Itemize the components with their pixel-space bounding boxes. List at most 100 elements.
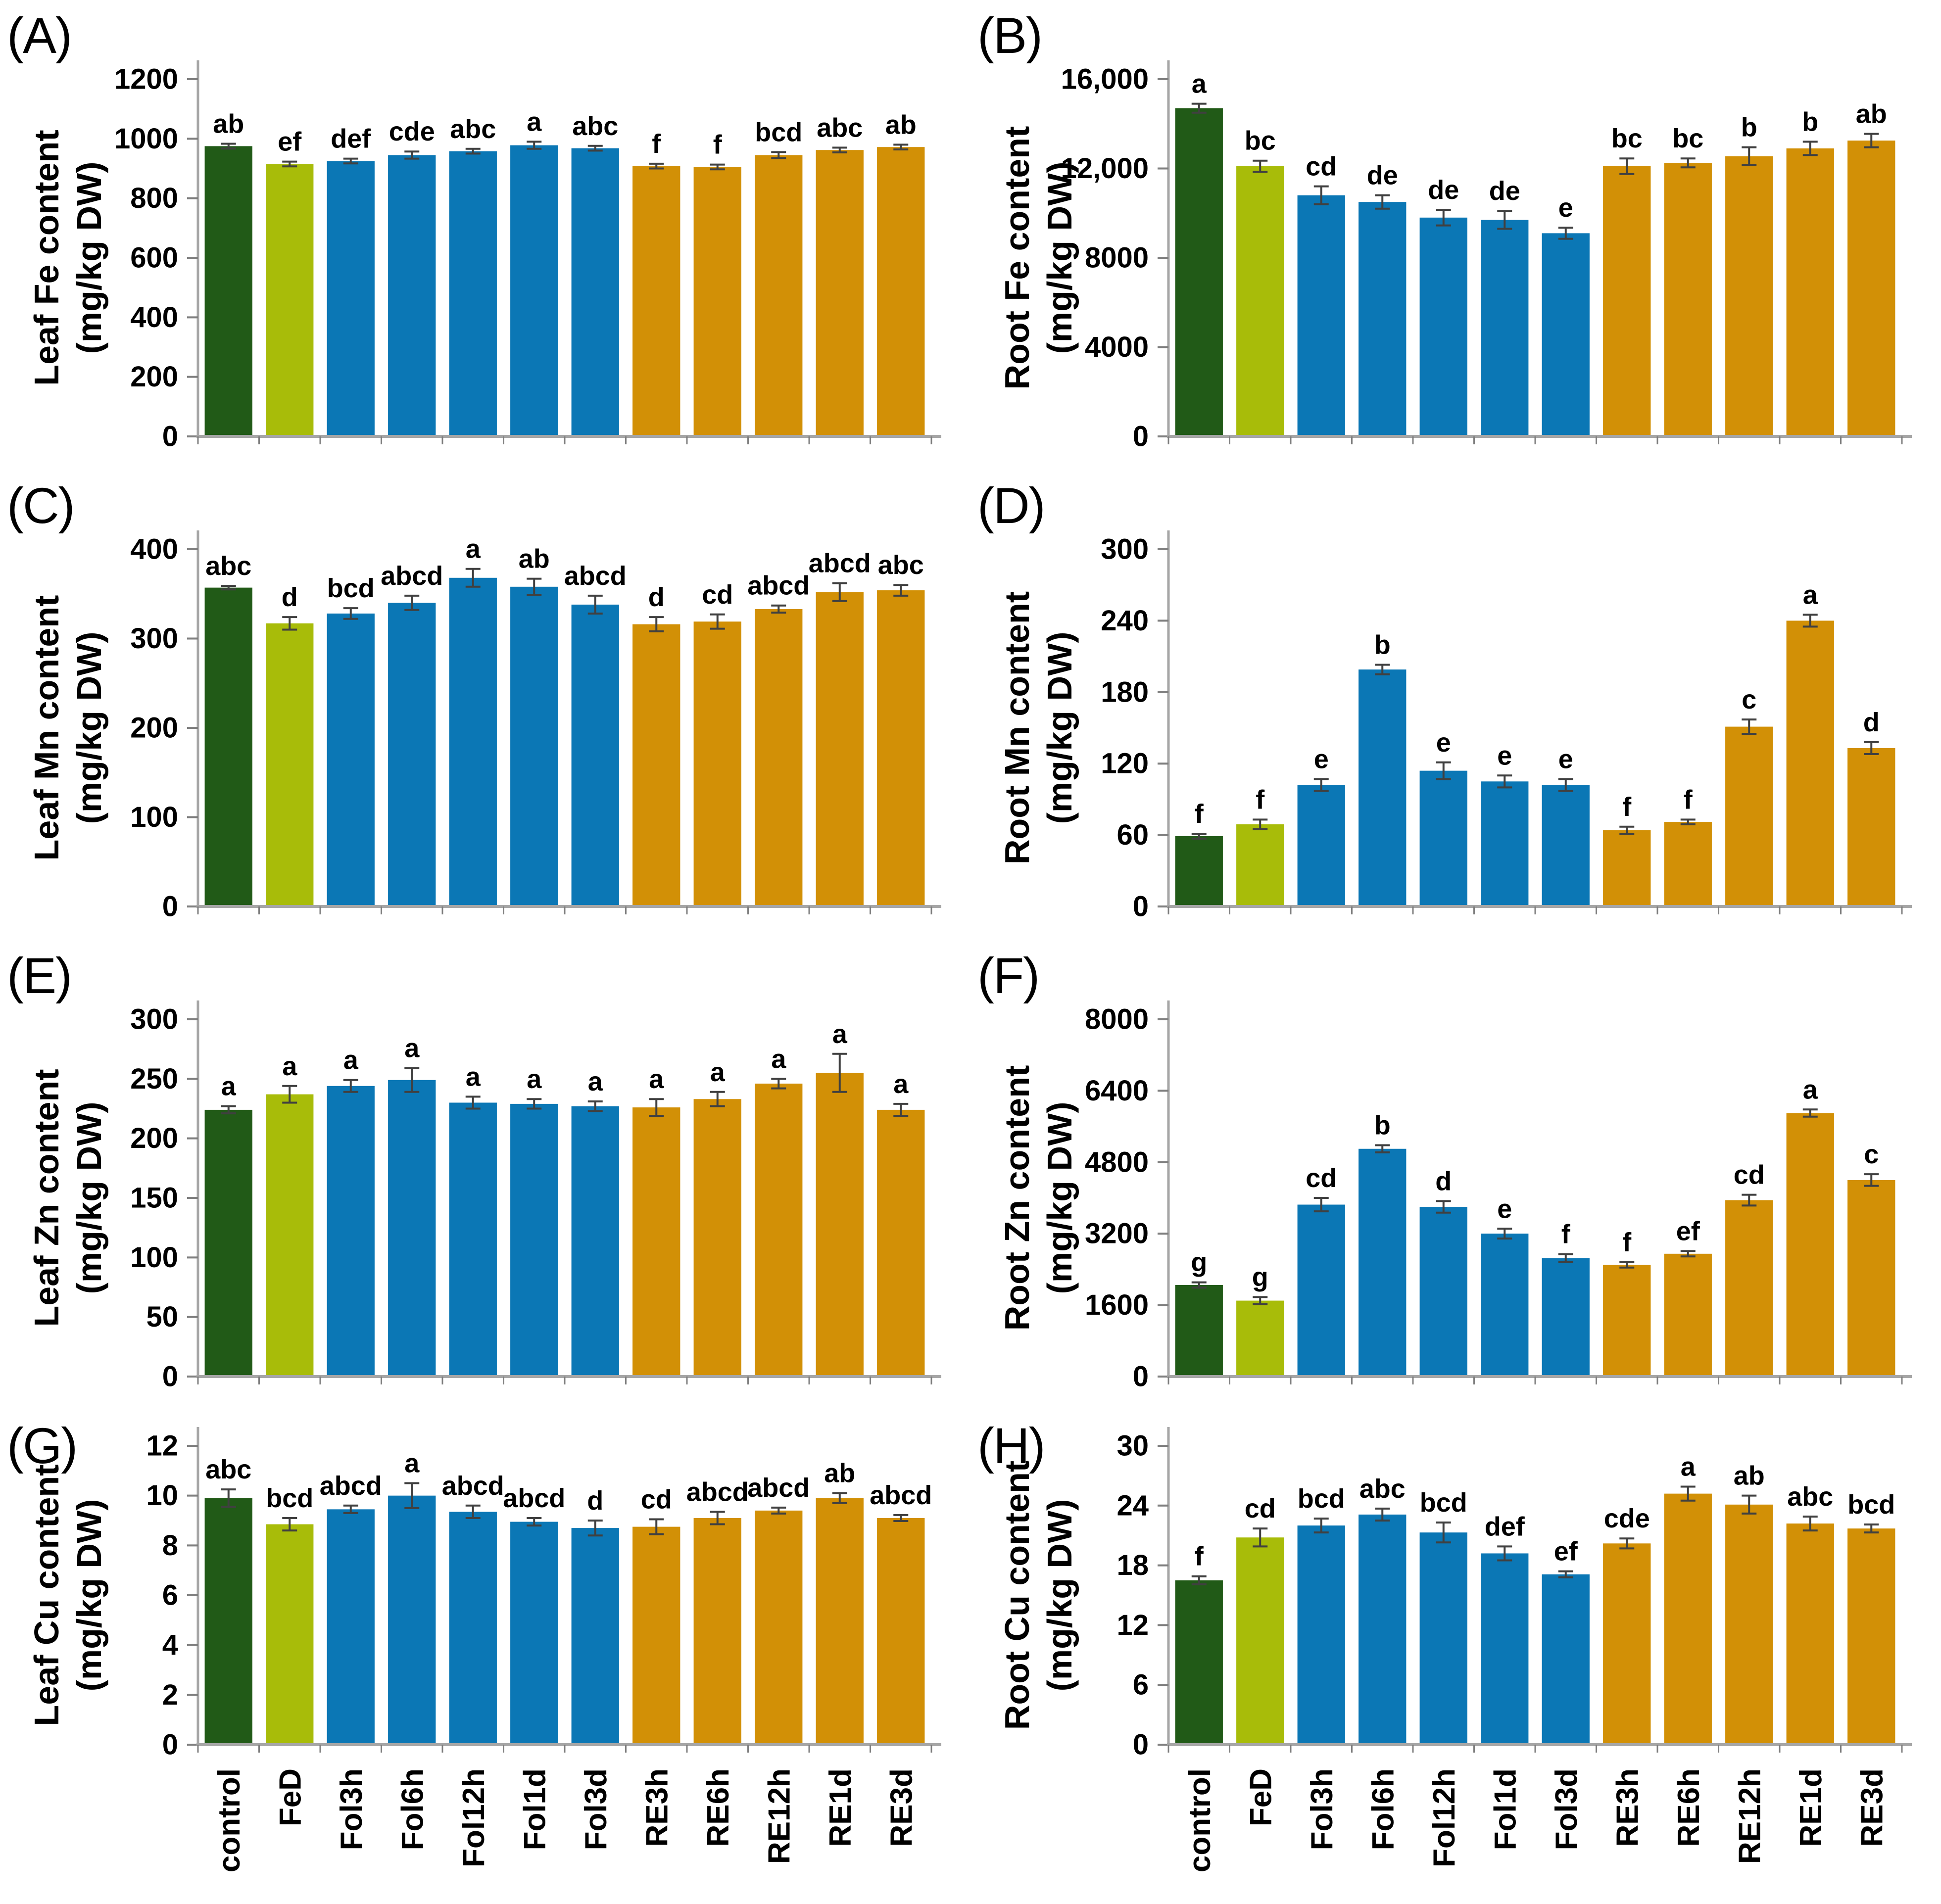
error-bar-control	[1191, 1281, 1207, 1289]
y-tick-label: 0	[162, 891, 178, 923]
error-bar-RE3h	[1619, 157, 1635, 175]
sig-letter-RE6h: bc	[1672, 124, 1703, 153]
error-bar-RE6h	[1680, 818, 1696, 825]
error-bar-RE6h	[710, 163, 725, 171]
y-axis-title: Leaf Fe content (mg/kg DW)	[27, 130, 108, 385]
error-bar-Fol6h	[404, 594, 420, 611]
sig-letter-RE3d: d	[1863, 708, 1880, 737]
sig-letter-Fol1d: de	[1489, 176, 1520, 206]
bar-RE3d	[877, 147, 925, 436]
bar-FeD	[1236, 1537, 1284, 1745]
error-bar-RE3h	[1619, 825, 1635, 835]
bar-RE3h	[1603, 1265, 1651, 1377]
sig-letter-RE12h: bcd	[755, 117, 802, 147]
y-axis-title: Root Zn content (mg/kg DW)	[998, 1065, 1079, 1331]
sig-letter-Fol6h: de	[1367, 161, 1398, 190]
bar-Fol3d	[1542, 785, 1590, 906]
sig-letter-FeD: ef	[278, 127, 302, 157]
bar-Fol6h	[1359, 1514, 1407, 1745]
bar-RE12h	[755, 155, 803, 436]
sig-letter-Fol3d: a	[588, 1067, 603, 1096]
bar-RE12h	[1725, 1200, 1773, 1377]
bar-control	[1175, 108, 1223, 437]
error-bar-control	[221, 585, 236, 591]
y-axis-title: Leaf Zn content (mg/kg DW)	[27, 1069, 108, 1327]
x-label-Fol6h: Fol6h	[395, 1768, 430, 1850]
bar-Fol3h	[327, 613, 375, 906]
sig-letter-Fol12h: abc	[450, 114, 496, 144]
sig-letter-RE12h: c	[1742, 685, 1756, 714]
error-bar-Fol3d	[1558, 1570, 1573, 1578]
chart-root-mn: Root Mn content (mg/kg DW) 0 60 120 180 240 300…	[998, 530, 1912, 923]
error-bar-Fol1d	[1497, 1545, 1512, 1562]
panel-h: (H) Root Cu content (mg/kg DW) 0 6 12 18 24 30 f…	[970, 1410, 1941, 1904]
sig-letter-Fol12h: de	[1428, 175, 1459, 205]
sig-letter-Fol3h: a	[343, 1046, 359, 1075]
y-tick-label: 1200	[114, 63, 178, 95]
error-bar-Fol3h	[343, 157, 358, 165]
error-bar-Fol6h	[1375, 1507, 1390, 1522]
bar-Fol3d	[571, 1106, 619, 1377]
error-bar-Fol6h	[404, 1482, 420, 1509]
chart-leaf-zn: Leaf Zn content (mg/kg DW) 0 50 100 150 200 250…	[27, 1000, 941, 1393]
error-bar-RE3h	[649, 616, 664, 633]
chart-leaf-cu: Leaf Cu content (mg/kg DW) 0 2 4 6 8 10 12 abcbcd…	[27, 1427, 941, 1872]
sig-letter-RE12h: a	[771, 1044, 786, 1074]
sig-letter-FeD: a	[282, 1051, 297, 1081]
sig-letter-Fol6h: b	[1374, 1111, 1391, 1141]
sig-letter-Fol3h: cd	[1306, 152, 1337, 182]
error-bar-FeD	[1253, 818, 1268, 830]
error-bar-Fol3d	[587, 144, 603, 152]
bar-Fol3h	[1297, 1525, 1345, 1745]
sig-letter-RE1d: abc	[1787, 1482, 1833, 1512]
chart-leaf-mn: Leaf Mn content (mg/kg DW)0100200300400ab…	[27, 530, 941, 923]
sig-letter-control: abc	[205, 1455, 251, 1484]
sig-letter-RE3d: abc	[878, 550, 924, 580]
y-tick-label: 10	[146, 1479, 178, 1512]
y-tick-label: 6	[162, 1579, 178, 1612]
bar-RE3h	[1603, 1543, 1651, 1745]
sig-letter-Fol1d: a	[527, 1064, 542, 1094]
x-label-FeD: FeD	[273, 1768, 307, 1826]
y-tick-label: 12	[146, 1430, 178, 1462]
bar-control	[204, 587, 252, 906]
error-bar-FeD	[282, 1517, 297, 1532]
sig-letter-RE6h: abcd	[686, 1477, 749, 1507]
bar-Fol12h	[1419, 217, 1467, 436]
error-bar-RE3d	[893, 143, 909, 150]
x-label-RE3d: RE3d	[1855, 1768, 1889, 1847]
bar-control	[1175, 1580, 1223, 1745]
sig-letter-Fol3d: ef	[1554, 1537, 1578, 1567]
panel-label-d: (D)	[977, 477, 1046, 534]
sig-letter-RE3h: f	[652, 129, 661, 159]
bar-RE1d	[816, 1498, 864, 1745]
bar-Fol3d	[1542, 1574, 1590, 1745]
y-tick-label: 50	[146, 1301, 178, 1333]
y-tick-label: 6400	[1085, 1075, 1149, 1107]
x-label-Fol12h: Fol12h	[457, 1768, 491, 1867]
panel-label-g: (G)	[7, 1418, 78, 1474]
sig-letter-Fol1d: abcd	[503, 1483, 565, 1513]
x-label-RE1d: RE1d	[824, 1768, 858, 1847]
sig-letter-control: f	[1195, 799, 1204, 829]
y-tick-label: 100	[130, 1241, 178, 1274]
y-tick-label: 0	[162, 1361, 178, 1393]
x-label-RE6h: RE6h	[1672, 1768, 1706, 1847]
bar-Fol3h	[1297, 1204, 1345, 1377]
bar-FeD	[266, 623, 314, 906]
bar-RE3d	[1847, 1180, 1895, 1377]
sig-letter-RE3d: ab	[885, 110, 917, 140]
bar-RE6h	[693, 621, 741, 906]
sig-letter-RE1d: ab	[824, 1459, 855, 1488]
error-bar-RE12h	[771, 604, 786, 614]
sig-letter-Fol12h: e	[1436, 728, 1451, 758]
bar-Fol1d	[1481, 1234, 1529, 1377]
y-tick-label: 18	[1116, 1549, 1149, 1581]
error-bar-Fol6h	[404, 150, 420, 160]
bar-RE1d	[816, 150, 864, 436]
bar-RE1d	[1786, 1523, 1834, 1745]
error-bar-FeD	[282, 160, 297, 168]
y-tick-label: 300	[130, 622, 178, 655]
sig-letter-RE3d: bcd	[1847, 1490, 1895, 1520]
